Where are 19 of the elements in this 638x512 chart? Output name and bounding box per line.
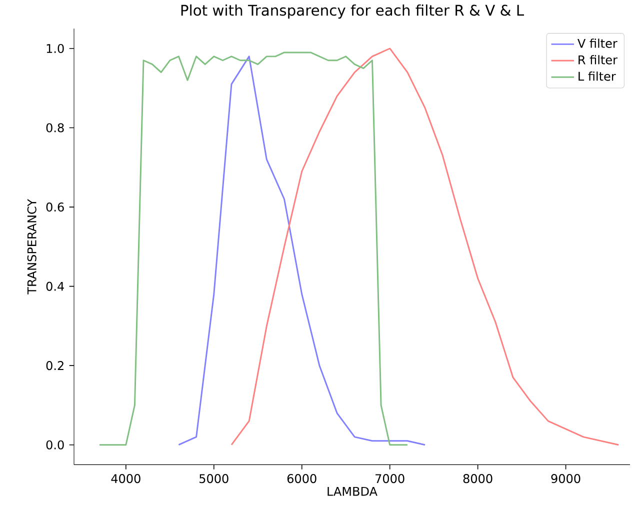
y-tick-label: 0.2 (46, 361, 64, 370)
y-tick-label: 0.6 (46, 202, 64, 212)
x-tick-label: 5000 (200, 474, 228, 484)
legend-label: R filter (578, 55, 618, 65)
x-tick-label: 4000 (111, 474, 140, 484)
y-axis-title: TRANSPERANCY (27, 199, 36, 295)
chart-title: Plot with Transparency for each filter R & V & L (181, 4, 524, 19)
y-tick-label: 1.0 (46, 44, 64, 54)
x-tick-label: 9000 (551, 474, 580, 484)
x-tick-label: 7000 (376, 474, 404, 484)
x-tick-label: 8000 (463, 474, 492, 484)
legend-label: L filter (578, 72, 616, 81)
y-tick-label: 0.0 (46, 440, 64, 450)
x-tick-label: 6000 (287, 474, 316, 484)
x-axis-title: LAMBDA (328, 487, 378, 496)
y-tick-label: 0.4 (46, 282, 64, 292)
y-tick-label: 0.8 (46, 123, 64, 132)
line-series (230, 48, 620, 446)
legend-label: V filter (578, 38, 618, 48)
